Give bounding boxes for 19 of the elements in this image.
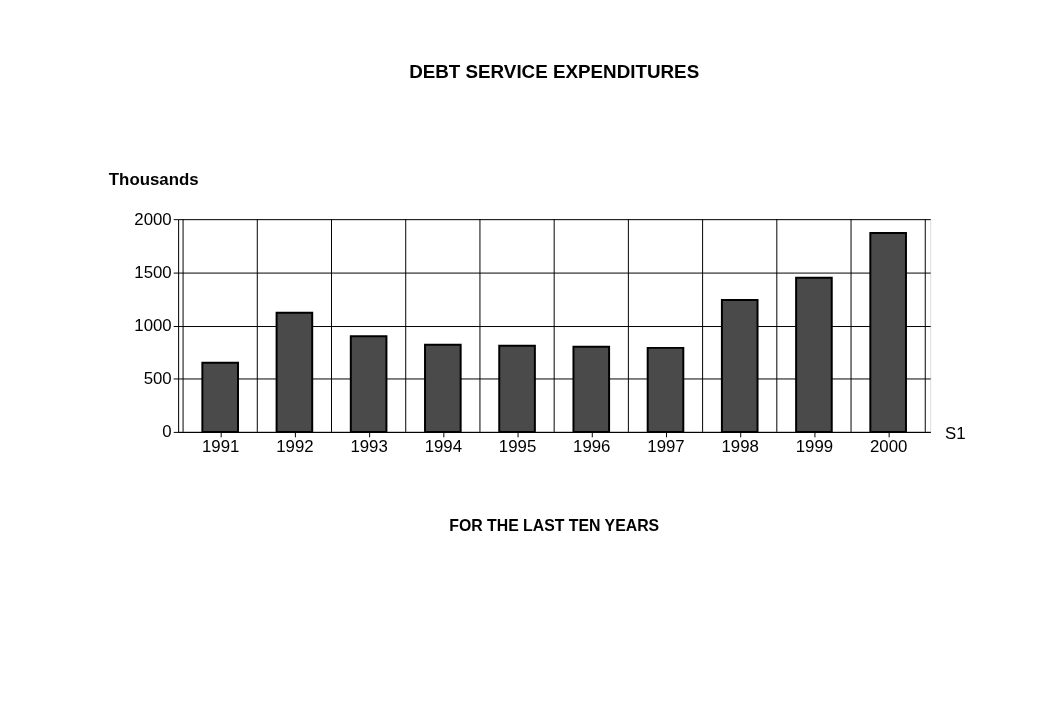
x-tick-label: 1991 [201,437,240,457]
y-tick-label: 2000 [134,209,172,229]
x-tick-label: 1999 [795,437,834,457]
text: S1 [945,423,966,443]
text: FOR THE LAST TEN YEARS [449,516,660,534]
y-tick-label: 1000 [134,315,172,335]
y-tick-label: 500 [143,369,172,389]
x-tick-label: 1995 [498,437,537,457]
x-tick-label: 1997 [647,437,685,457]
chart-title: DEBT SERVICE EXPENDITURES [409,60,700,82]
x-tick-label: 2000 [869,437,908,457]
x-tick-label: 1998 [721,437,759,457]
x-tick-label: 1992 [276,437,314,457]
x-tick-label: 1993 [350,437,388,457]
x-tick-label: 1994 [424,437,463,457]
y-tick-label: 0 [162,422,172,442]
x-tick-label: 1996 [573,437,611,457]
y-axis-title: Thousands [108,169,199,189]
y-tick-label: 1500 [134,262,172,282]
